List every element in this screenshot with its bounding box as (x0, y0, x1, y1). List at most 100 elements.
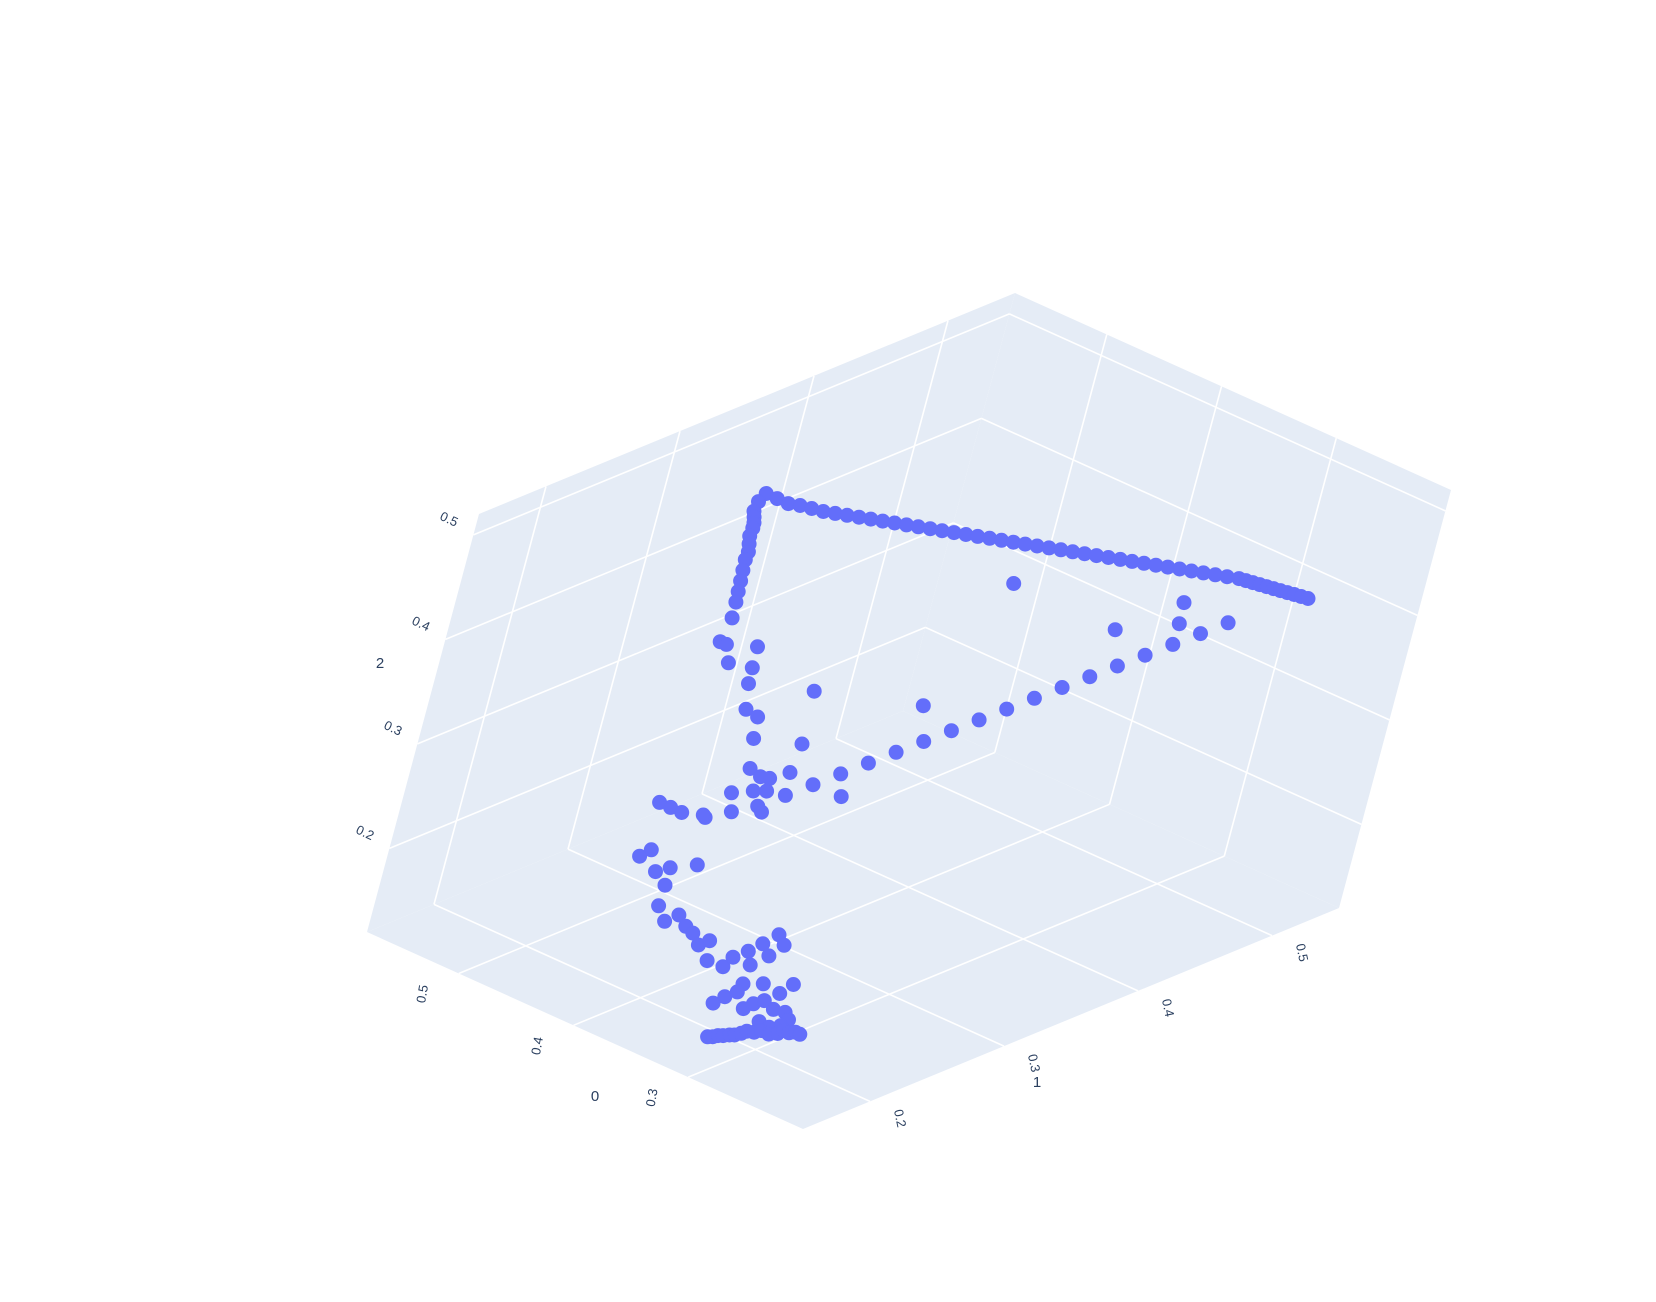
data-point[interactable] (805, 777, 821, 793)
data-point[interactable] (943, 723, 959, 739)
data-point[interactable] (699, 953, 715, 969)
data-point[interactable] (806, 683, 822, 699)
data-point[interactable] (1137, 647, 1153, 663)
x-grid-floor (458, 751, 996, 975)
data-point[interactable] (651, 898, 667, 914)
z-grid-right (953, 522, 1390, 721)
y-axis-title: 1 (1033, 1074, 1041, 1091)
data-point[interactable] (755, 936, 771, 952)
data-point[interactable] (643, 842, 659, 858)
y-grid-floor (835, 737, 1273, 937)
y-grid-floor (433, 903, 871, 1103)
data-point[interactable] (750, 709, 766, 725)
data-point[interactable] (833, 789, 849, 805)
data-point[interactable] (750, 639, 765, 655)
data-point[interactable] (728, 594, 744, 610)
z-grid-right (981, 417, 1418, 617)
data-point[interactable] (860, 755, 876, 771)
x-grid-wall (1108, 386, 1223, 805)
data-point[interactable] (702, 933, 718, 949)
data-point[interactable] (632, 848, 648, 864)
data-point[interactable] (695, 807, 711, 823)
data-point[interactable] (759, 783, 775, 799)
data-point[interactable] (782, 765, 798, 780)
z-tick-label: 0.5 (438, 508, 461, 529)
data-point[interactable] (715, 959, 731, 975)
data-point[interactable] (1054, 680, 1070, 695)
data-point[interactable] (725, 949, 741, 965)
data-point[interactable] (754, 804, 769, 820)
data-point[interactable] (794, 736, 810, 752)
data-point[interactable] (742, 761, 758, 776)
z-grid-right (925, 626, 1362, 826)
data-point[interactable] (762, 770, 778, 786)
left-wall-pane (367, 293, 1015, 932)
data-point[interactable] (674, 805, 690, 820)
data-point[interactable] (662, 860, 678, 876)
data-point[interactable] (915, 698, 931, 714)
y-tick-label: 0.4 (1159, 997, 1177, 1018)
data-point[interactable] (720, 655, 736, 671)
data-point[interactable] (648, 864, 663, 880)
data-point[interactable] (1300, 591, 1316, 606)
z-tick-label: 0.3 (382, 717, 405, 738)
data-point[interactable] (717, 989, 733, 1005)
z-grid-left (389, 626, 926, 850)
data-point[interactable] (738, 701, 754, 717)
data-point[interactable] (671, 907, 687, 923)
data-point[interactable] (745, 783, 761, 799)
data-point[interactable] (718, 636, 734, 652)
data-point[interactable] (724, 610, 740, 626)
data-point[interactable] (1220, 615, 1236, 631)
data-point[interactable] (740, 943, 756, 959)
data-point[interactable] (1171, 616, 1187, 632)
data-point[interactable] (755, 976, 771, 992)
data-point[interactable] (792, 1026, 808, 1042)
data-point[interactable] (657, 913, 673, 929)
data-point[interactable] (1107, 622, 1123, 638)
data-point[interactable] (746, 731, 762, 746)
data-point[interactable] (657, 877, 673, 893)
data-point[interactable] (1193, 626, 1208, 642)
data-point[interactable] (1176, 595, 1192, 611)
data-point[interactable] (916, 734, 932, 749)
data-point[interactable] (741, 676, 756, 692)
y-tick-label: 0.5 (1293, 942, 1311, 963)
floor-pane (367, 711, 1339, 1129)
scatter-points (632, 486, 1316, 1045)
grid-lines (389, 313, 1446, 1103)
y-grid-floor (701, 793, 1139, 992)
data-point[interactable] (1109, 658, 1125, 674)
data-point[interactable] (777, 787, 793, 803)
data-point[interactable] (776, 937, 792, 953)
data-point[interactable] (1026, 690, 1042, 706)
data-point[interactable] (999, 701, 1015, 717)
data-point[interactable] (761, 948, 777, 964)
data-point[interactable] (756, 993, 772, 1009)
y-grid-wall (433, 486, 547, 905)
axis-titles: 0 1 2 (376, 655, 1041, 1105)
z-grid-left (473, 313, 1010, 536)
data-point[interactable] (705, 995, 721, 1011)
data-point[interactable] (888, 744, 904, 760)
data-point[interactable] (689, 857, 705, 873)
y-tick-label: 0.3 (1025, 1053, 1043, 1074)
x-tick-label: 0.5 (413, 984, 431, 1004)
data-point[interactable] (833, 766, 849, 782)
data-point[interactable] (772, 986, 788, 1001)
data-point[interactable] (971, 712, 987, 728)
tick-labels: 0.3 0.4 0.5 0.2 0.3 0.4 0.5 0.2 0.3 0.4 0.5 (354, 508, 1312, 1128)
z-grid-left (417, 522, 954, 745)
data-point[interactable] (724, 785, 739, 801)
data-point[interactable] (1165, 636, 1181, 652)
z-grid-right (1009, 313, 1446, 512)
z-tick-label: 0.2 (354, 822, 377, 843)
data-point[interactable] (744, 660, 760, 676)
data-point[interactable] (723, 804, 739, 820)
data-point[interactable] (742, 957, 758, 973)
data-point[interactable] (1006, 576, 1022, 591)
data-point[interactable] (1082, 669, 1098, 685)
data-point[interactable] (785, 977, 801, 992)
data-point[interactable] (729, 984, 745, 1000)
